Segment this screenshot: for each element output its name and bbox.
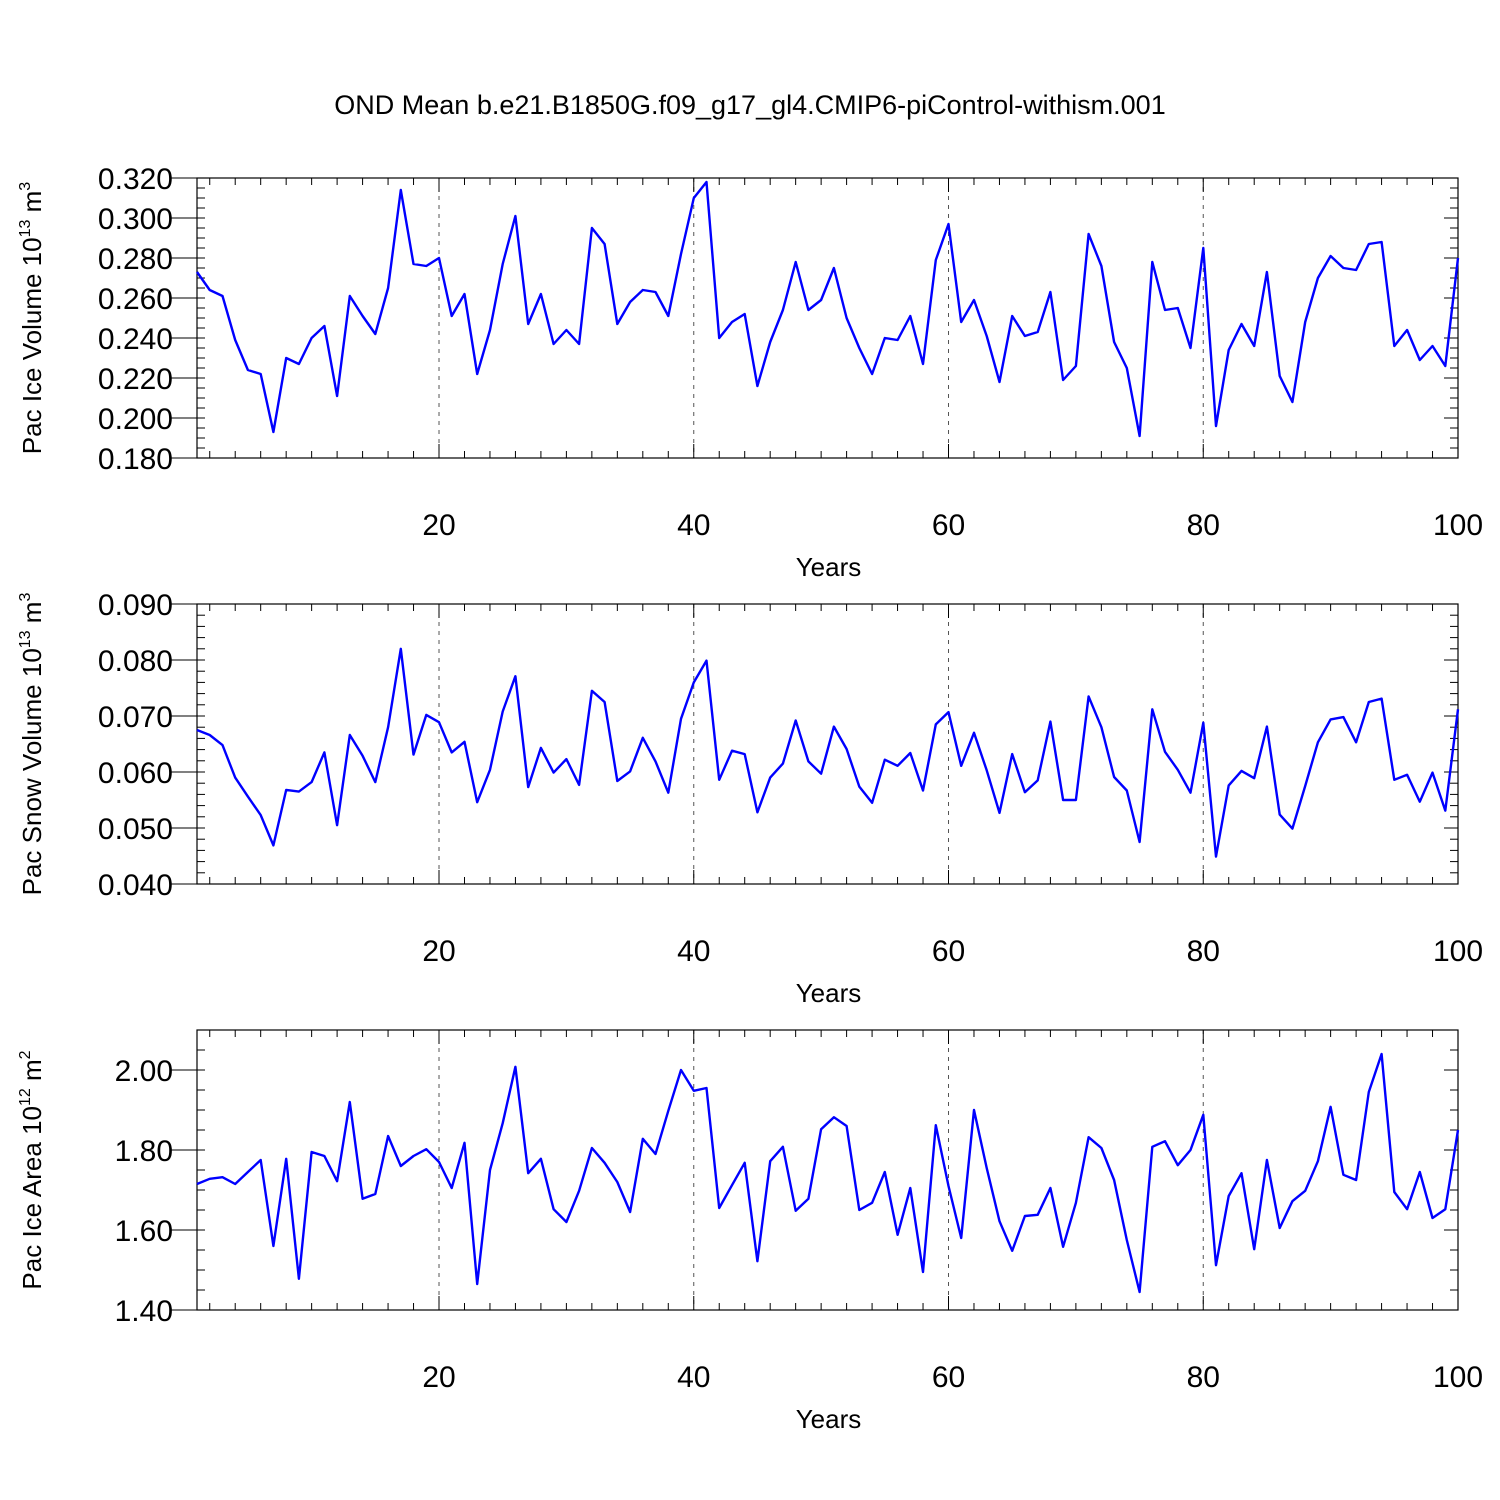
x-tick-label: 100 xyxy=(1433,935,1483,968)
y-tick-label: 0.180 xyxy=(98,443,173,476)
series-line xyxy=(196,647,1460,858)
x-tick-label: 60 xyxy=(932,509,965,542)
plot-frame xyxy=(196,603,1459,885)
x-axis-label: Years xyxy=(796,552,862,582)
y-tick-label: 0.280 xyxy=(98,243,173,276)
y-tick-label: 0.060 xyxy=(98,757,173,790)
x-tick-label: 60 xyxy=(932,935,965,968)
x-axis-label: Years xyxy=(796,1404,862,1434)
y-tick-label: 0.040 xyxy=(98,869,173,902)
x-tick-label: 100 xyxy=(1433,509,1483,542)
y-tick-label: 0.070 xyxy=(98,701,173,734)
panel-1: 20 40 60 80 100 0.180 0.200 0.220 0.240 0.260 0.28… xyxy=(17,163,1483,582)
series-line xyxy=(196,1052,1460,1294)
y-tick-label: 2.00 xyxy=(115,1055,173,1088)
y-tick-label: 0.240 xyxy=(98,323,173,356)
panel-3: 20 40 60 80 100 1.40 1.60 1.80 2.00 Years Pac Ice … xyxy=(17,1029,1483,1434)
series-line xyxy=(196,180,1460,438)
x-tick-label: 80 xyxy=(1187,1361,1220,1394)
x-tick-label: 40 xyxy=(677,509,710,542)
y-axis-label: Pac Ice Volume 1013 m3 xyxy=(17,182,47,455)
y-tick-label: 0.080 xyxy=(98,645,173,678)
y-tick-label: 1.60 xyxy=(115,1215,173,1248)
x-tick-label: 20 xyxy=(422,935,455,968)
y-axis-label: Pac Ice Area 1012 m2 xyxy=(17,1050,47,1289)
y-tick-label: 0.200 xyxy=(98,403,173,436)
x-tick-label: 100 xyxy=(1433,1361,1483,1394)
x-axis-label: Years xyxy=(796,978,862,1008)
x-tick-label: 20 xyxy=(422,1361,455,1394)
x-tick-label: 80 xyxy=(1187,509,1220,542)
y-tick-label: 1.80 xyxy=(115,1135,173,1168)
y-tick-label: 0.300 xyxy=(98,203,173,236)
panel-2: 20 40 60 80 100 0.040 0.050 0.060 0.070 0.080 0.09… xyxy=(17,589,1483,1008)
y-tick-label: 0.320 xyxy=(98,163,173,196)
y-tick-label: 0.220 xyxy=(98,363,173,396)
y-tick-label: 0.090 xyxy=(98,589,173,622)
x-tick-label: 80 xyxy=(1187,935,1220,968)
x-tick-label: 40 xyxy=(677,1361,710,1394)
y-tick-label: 0.050 xyxy=(98,813,173,846)
y-tick-label: 1.40 xyxy=(115,1295,173,1328)
y-tick-label: 0.260 xyxy=(98,283,173,316)
x-tick-label: 40 xyxy=(677,935,710,968)
chart-title: OND Mean b.e21.B1850G.f09_g17_gl4.CMIP6-… xyxy=(334,90,1165,120)
x-tick-label: 20 xyxy=(422,509,455,542)
y-axis-label: Pac Snow Volume 1013 m3 xyxy=(17,593,47,896)
plot-frame xyxy=(196,177,1459,459)
x-tick-label: 60 xyxy=(932,1361,965,1394)
panels: 20 40 60 80 100 0.180 0.200 0.220 0.240 0.260 0.28… xyxy=(17,163,1483,1434)
